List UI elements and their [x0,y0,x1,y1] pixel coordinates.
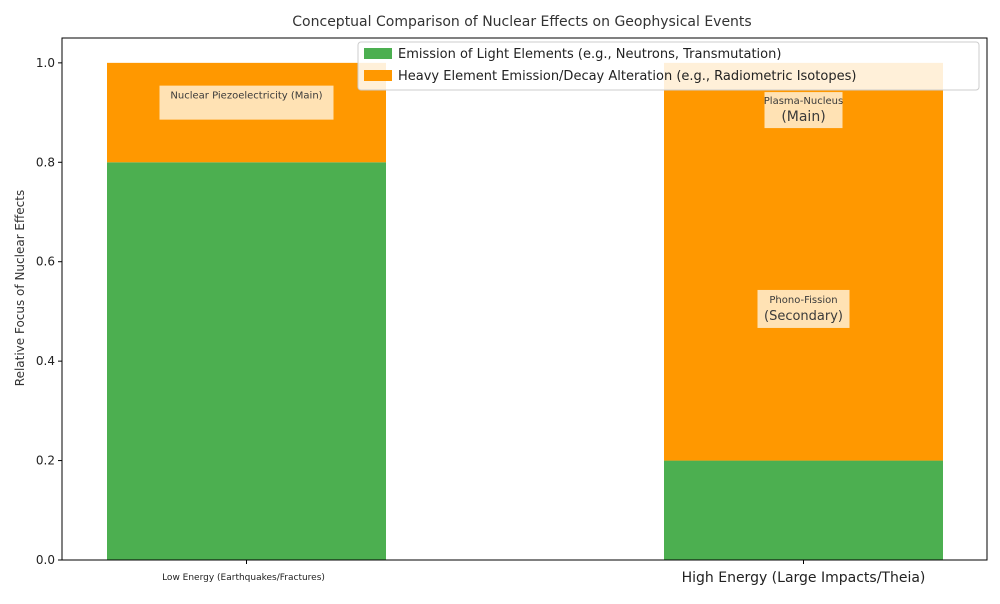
x-tick-label: High Energy (Large Impacts/Theia) [682,570,926,586]
y-tick-label: 0.8 [36,155,55,169]
plot-area: 0.0 0.2 0.4 0.6 0.8 1.0 Low Energy (Earthquake… [36,37,988,586]
y-tick-label: 0.6 [36,255,55,269]
y-tick-label: 1.0 [36,56,55,70]
annotation-box [764,92,843,129]
chart-title: Conceptual Comparison of Nuclear Effects… [292,14,751,30]
legend-label-heavy: Heavy Element Emission/Decay Alteration … [398,69,856,84]
legend-swatch-heavy [364,70,392,81]
annotation-text: Nuclear Piezoelectricity (Main) [170,91,322,102]
legend: Emission of Light Elements (e.g., Neutro… [357,41,980,91]
y-axis-label: Relative Focus of Nuclear Effects [13,190,27,386]
y-tick-label: 0.2 [36,454,55,468]
annotation-text: Plasma-Nucleus [764,96,843,107]
annotation-text: Phono-Fission [769,295,837,306]
annotation-box [757,289,850,328]
annotation-text: (Main) [781,109,825,125]
bar-segment-light-low-energy [107,162,386,561]
annotation-text: (Secondary) [764,309,843,324]
y-tick-label: 0.4 [36,354,55,368]
legend-swatch-light [364,48,392,59]
y-tick-label: 0.0 [36,553,55,567]
legend-label-light: Emission of Light Elements (e.g., Neutro… [398,47,781,62]
annotations: Nuclear Piezoelectricity (Main) Plasma-Nu… [159,85,850,328]
bar-segment-heavy-high-energy [664,62,943,461]
x-tick-label: Low Energy (Earthquakes/Fractures) [162,573,325,583]
plot-frame [61,37,988,561]
legend-box [357,41,980,91]
annotation-box [159,85,334,120]
bar-segment-light-high-energy [664,460,943,560]
